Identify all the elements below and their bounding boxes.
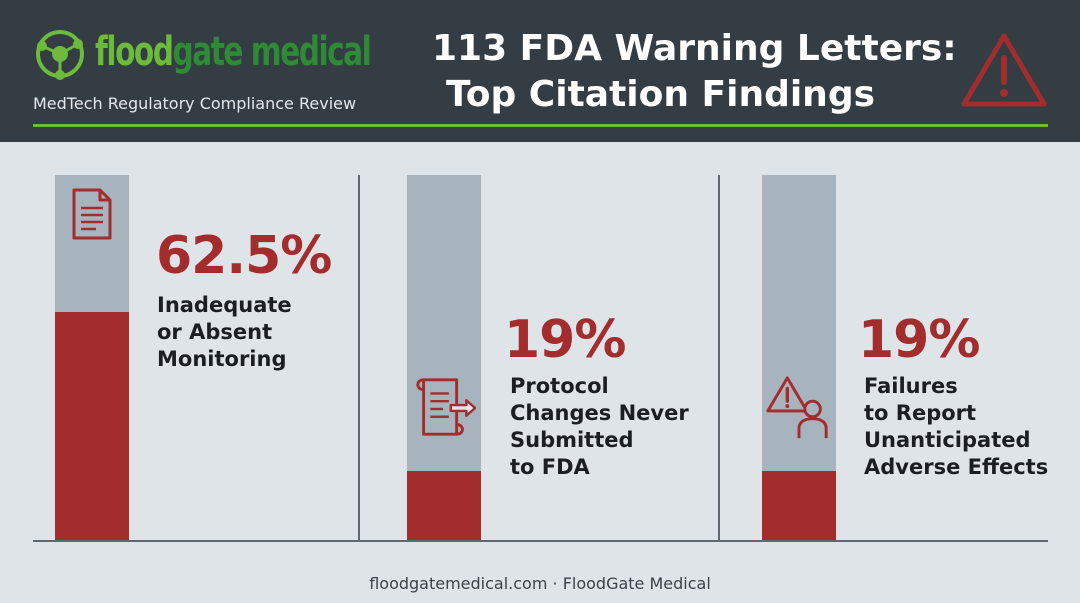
warning-triangle-icon <box>961 33 1047 107</box>
value-label-1: 62.5% <box>156 226 332 286</box>
value-label-2: 19% <box>504 310 626 370</box>
bar-2 <box>407 470 481 540</box>
category-label-2: Protocol Changes Never Submitted to FDA <box>510 374 689 479</box>
network-node-icon <box>36 30 84 80</box>
bar-track-2 <box>407 175 481 540</box>
brand-part-flood: flood <box>95 29 174 75</box>
value-label-3: 19% <box>858 310 980 370</box>
bar-track-1 <box>55 175 129 540</box>
header-banner: floodgate medical MedTech Regulatory Com… <box>0 0 1080 142</box>
bar-1 <box>55 311 129 540</box>
category-label-1: Inadequate or Absent Monitoring <box>157 293 292 371</box>
scroll-arrow-icon <box>416 378 477 436</box>
column-divider-2 <box>718 175 720 540</box>
document-icon <box>72 188 112 240</box>
footer-text: floodgatemedical.com · FloodGate Medical <box>369 574 711 593</box>
title-line-2: Top Citation Findings <box>446 74 876 115</box>
column-divider-1 <box>358 175 360 540</box>
category-label-3: Failures to Report Unanticipated Adverse… <box>864 374 1049 479</box>
brand-logo-text: floodgate medical <box>95 27 372 77</box>
bar-3 <box>762 470 836 540</box>
bar-track-3 <box>762 175 836 540</box>
page-title: 113 FDA Warning Letters: Top Citation Fi… <box>432 26 992 118</box>
alert-person-icon <box>766 376 828 439</box>
tagline: MedTech Regulatory Compliance Review <box>33 94 357 113</box>
chart-area: 62.5% Inadequate or Absent Monitoring 19… <box>0 142 1080 603</box>
brand-part-gate-medical: gate medical <box>172 29 371 75</box>
title-line-1: 113 FDA Warning Letters: <box>432 28 957 69</box>
header-accent-rule <box>33 124 1048 127</box>
chart-baseline <box>33 540 1048 542</box>
